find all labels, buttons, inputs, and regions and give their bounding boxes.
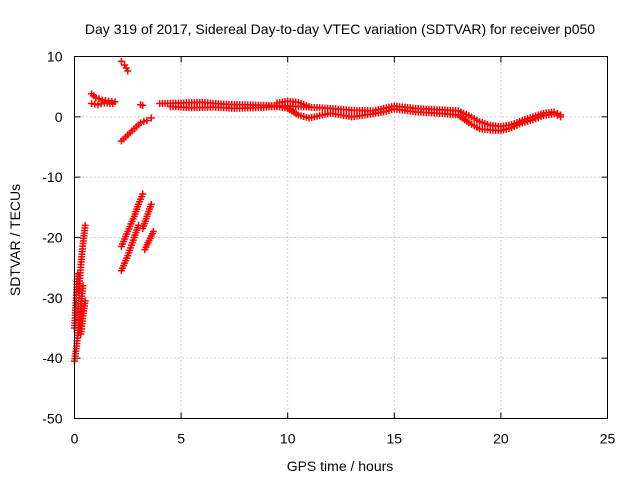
- series-1: [71, 57, 565, 365]
- data-point: [553, 111, 561, 119]
- data-point: [305, 103, 313, 111]
- y-tick-label: -40: [42, 350, 62, 366]
- data-point: [97, 100, 105, 108]
- data-point: [557, 113, 565, 121]
- data-point: [92, 94, 100, 102]
- data-point: [139, 190, 147, 198]
- data-point: [137, 119, 145, 127]
- y-tick-label: 0: [55, 109, 63, 125]
- x-tick-label: 0: [71, 431, 79, 447]
- y-tick-label: -30: [42, 290, 62, 306]
- x-tick-label: 20: [493, 431, 509, 447]
- data-point: [81, 297, 89, 305]
- plot-frame: [74, 56, 608, 419]
- y-tick-label: -10: [42, 169, 62, 185]
- x-tick-label: 15: [387, 431, 403, 447]
- data-point: [139, 101, 147, 109]
- data-point: [109, 100, 117, 108]
- data-point: [124, 67, 132, 75]
- x-tick-label: 5: [177, 431, 185, 447]
- y-tick-label: 10: [47, 49, 63, 65]
- data-point: [147, 200, 155, 208]
- data-point: [149, 227, 157, 235]
- x-axis-label: GPS time / hours: [287, 458, 394, 474]
- data-point: [550, 110, 558, 118]
- x-tick-label: 25: [600, 431, 616, 447]
- data-point: [143, 116, 151, 124]
- y-tick-label: -20: [42, 230, 62, 246]
- data-points: [71, 57, 565, 365]
- data-point: [117, 57, 125, 65]
- data-point: [94, 101, 102, 109]
- y-tick-label: -50: [42, 411, 62, 427]
- chart-title: Day 319 of 2017, Sidereal Day-to-day VTE…: [85, 21, 595, 37]
- y-axis-label: SDTVAR / TECUs: [7, 184, 23, 296]
- data-point: [140, 118, 148, 126]
- x-tick-label: 10: [280, 431, 296, 447]
- tick-labels: 0 5 10 15 20 25 -50 -40 -30 -20 -10 0 10: [42, 49, 615, 447]
- data-point: [81, 221, 89, 229]
- data-point: [147, 114, 155, 122]
- data-point: [95, 95, 103, 103]
- grid-lines: [74, 56, 608, 419]
